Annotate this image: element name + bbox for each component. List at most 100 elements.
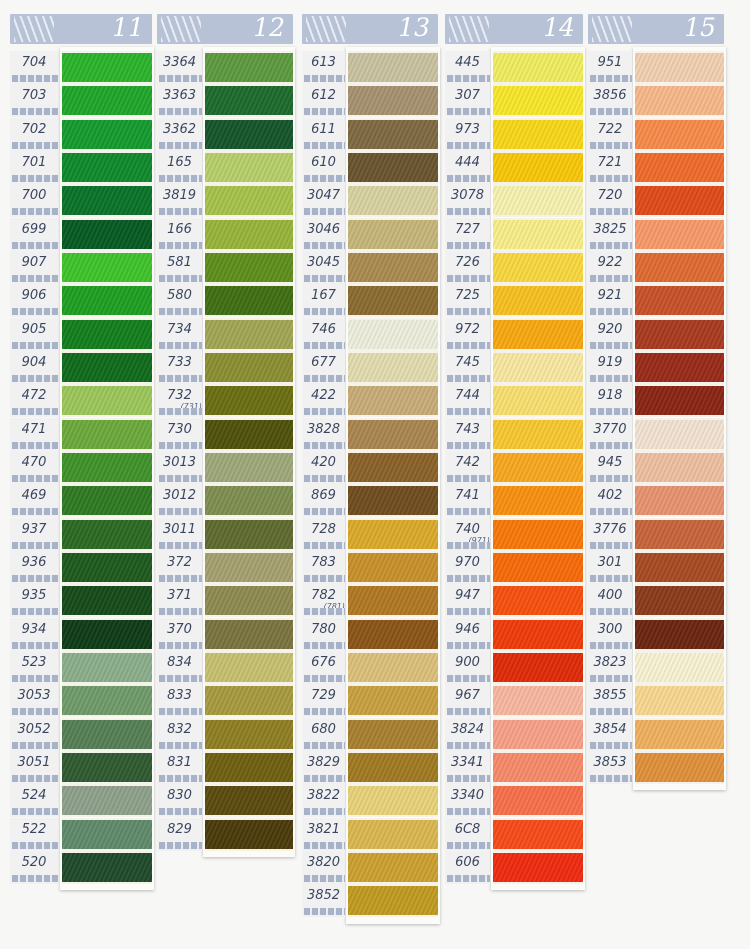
- thread-swatch[interactable]: [62, 517, 152, 551]
- thread-swatch[interactable]: [205, 384, 293, 418]
- thread-swatch[interactable]: [635, 717, 724, 751]
- thread-swatch[interactable]: [348, 750, 438, 784]
- thread-swatch[interactable]: [493, 850, 583, 884]
- thread-swatch[interactable]: [348, 184, 438, 218]
- thread-swatch[interactable]: [635, 650, 724, 684]
- thread-swatch[interactable]: [205, 550, 293, 584]
- thread-swatch[interactable]: [635, 150, 724, 184]
- thread-swatch[interactable]: [205, 650, 293, 684]
- thread-swatch[interactable]: [635, 750, 724, 784]
- thread-swatch[interactable]: [493, 650, 583, 684]
- thread-swatch[interactable]: [635, 584, 724, 618]
- thread-swatch[interactable]: [635, 450, 724, 484]
- thread-swatch[interactable]: [62, 484, 152, 518]
- thread-swatch[interactable]: [205, 450, 293, 484]
- thread-swatch[interactable]: [635, 184, 724, 218]
- thread-swatch[interactable]: [635, 417, 724, 451]
- thread-swatch[interactable]: [62, 250, 152, 284]
- thread-swatch[interactable]: [62, 217, 152, 251]
- thread-swatch[interactable]: [348, 350, 438, 384]
- thread-swatch[interactable]: [62, 684, 152, 718]
- thread-swatch[interactable]: [205, 417, 293, 451]
- thread-swatch[interactable]: [205, 617, 293, 651]
- thread-swatch[interactable]: [348, 784, 438, 818]
- thread-swatch[interactable]: [62, 284, 152, 318]
- thread-swatch[interactable]: [62, 317, 152, 351]
- thread-swatch[interactable]: [62, 650, 152, 684]
- thread-swatch[interactable]: [348, 450, 438, 484]
- thread-swatch[interactable]: [62, 184, 152, 218]
- thread-swatch[interactable]: [493, 217, 583, 251]
- thread-swatch[interactable]: [205, 684, 293, 718]
- thread-swatch[interactable]: [348, 884, 438, 918]
- thread-swatch[interactable]: [348, 217, 438, 251]
- thread-swatch[interactable]: [348, 817, 438, 851]
- thread-swatch[interactable]: [635, 617, 724, 651]
- thread-swatch[interactable]: [348, 150, 438, 184]
- thread-swatch[interactable]: [493, 717, 583, 751]
- thread-swatch[interactable]: [348, 617, 438, 651]
- thread-swatch[interactable]: [62, 450, 152, 484]
- thread-swatch[interactable]: [493, 384, 583, 418]
- thread-swatch[interactable]: [635, 384, 724, 418]
- thread-swatch[interactable]: [62, 817, 152, 851]
- thread-swatch[interactable]: [635, 317, 724, 351]
- thread-swatch[interactable]: [205, 517, 293, 551]
- thread-swatch[interactable]: [348, 384, 438, 418]
- thread-swatch[interactable]: [493, 417, 583, 451]
- thread-swatch[interactable]: [62, 784, 152, 818]
- thread-swatch[interactable]: [493, 150, 583, 184]
- thread-swatch[interactable]: [493, 250, 583, 284]
- thread-swatch[interactable]: [205, 250, 293, 284]
- thread-swatch[interactable]: [493, 317, 583, 351]
- thread-swatch[interactable]: [205, 317, 293, 351]
- thread-swatch[interactable]: [348, 684, 438, 718]
- thread-swatch[interactable]: [348, 284, 438, 318]
- thread-swatch[interactable]: [635, 550, 724, 584]
- thread-swatch[interactable]: [635, 217, 724, 251]
- thread-swatch[interactable]: [62, 617, 152, 651]
- thread-swatch[interactable]: [62, 717, 152, 751]
- thread-swatch[interactable]: [205, 217, 293, 251]
- thread-swatch[interactable]: [205, 817, 293, 851]
- thread-swatch[interactable]: [205, 350, 293, 384]
- thread-swatch[interactable]: [493, 517, 583, 551]
- thread-swatch[interactable]: [205, 717, 293, 751]
- thread-swatch[interactable]: [205, 150, 293, 184]
- thread-swatch[interactable]: [205, 117, 293, 151]
- thread-swatch[interactable]: [635, 484, 724, 518]
- thread-swatch[interactable]: [493, 450, 583, 484]
- thread-swatch[interactable]: [62, 584, 152, 618]
- thread-swatch[interactable]: [348, 84, 438, 118]
- thread-swatch[interactable]: [348, 51, 438, 84]
- thread-swatch[interactable]: [62, 84, 152, 118]
- thread-swatch[interactable]: [635, 350, 724, 384]
- thread-swatch[interactable]: [493, 284, 583, 318]
- thread-swatch[interactable]: [348, 117, 438, 151]
- thread-swatch[interactable]: [348, 417, 438, 451]
- thread-swatch[interactable]: [62, 384, 152, 418]
- thread-swatch[interactable]: [62, 750, 152, 784]
- thread-swatch[interactable]: [493, 350, 583, 384]
- thread-swatch[interactable]: [205, 84, 293, 118]
- thread-swatch[interactable]: [635, 84, 724, 118]
- thread-swatch[interactable]: [348, 717, 438, 751]
- thread-swatch[interactable]: [348, 650, 438, 684]
- thread-swatch[interactable]: [348, 584, 438, 618]
- thread-swatch[interactable]: [348, 550, 438, 584]
- thread-swatch[interactable]: [493, 51, 583, 84]
- thread-swatch[interactable]: [205, 484, 293, 518]
- thread-swatch[interactable]: [493, 584, 583, 618]
- thread-swatch[interactable]: [62, 350, 152, 384]
- thread-swatch[interactable]: [635, 684, 724, 718]
- thread-swatch[interactable]: [493, 117, 583, 151]
- thread-swatch[interactable]: [62, 417, 152, 451]
- thread-swatch[interactable]: [348, 484, 438, 518]
- thread-swatch[interactable]: [348, 317, 438, 351]
- thread-swatch[interactable]: [635, 250, 724, 284]
- thread-swatch[interactable]: [635, 284, 724, 318]
- thread-swatch[interactable]: [348, 250, 438, 284]
- thread-swatch[interactable]: [205, 284, 293, 318]
- thread-swatch[interactable]: [205, 184, 293, 218]
- thread-swatch[interactable]: [62, 550, 152, 584]
